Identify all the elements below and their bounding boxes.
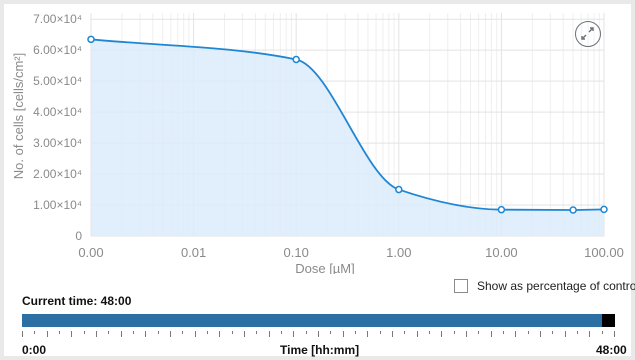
time-slider[interactable] xyxy=(22,314,615,327)
time-tick xyxy=(293,331,295,337)
current-time-label: Current time: 48:00 xyxy=(22,294,132,308)
time-tick xyxy=(515,331,517,337)
time-tick xyxy=(552,331,554,334)
x-tick-label: 10.00 xyxy=(485,245,518,260)
time-end-label: 48:00 xyxy=(596,343,627,357)
time-tick xyxy=(503,331,504,334)
time-axis-label: Time [hh:mm] xyxy=(280,343,360,357)
time-tick xyxy=(83,331,85,334)
time-tick xyxy=(540,331,541,337)
percentage-checkbox[interactable] xyxy=(454,279,468,293)
time-tick xyxy=(342,331,344,337)
time-tick xyxy=(527,331,529,334)
time-tick xyxy=(416,331,418,337)
time-tick xyxy=(564,331,566,337)
time-tick xyxy=(577,331,578,334)
time-tick xyxy=(96,331,97,337)
time-tick xyxy=(157,331,159,334)
time-tick xyxy=(244,331,245,337)
time-tick xyxy=(601,331,603,334)
time-tick xyxy=(71,331,73,337)
y-tick-label: 7.00×10⁴ xyxy=(33,12,82,26)
percentage-label: Show as percentage of control xyxy=(477,279,635,293)
time-tick xyxy=(219,331,221,337)
time-tick xyxy=(318,331,319,337)
time-tick xyxy=(22,331,23,337)
time-tick xyxy=(231,331,233,334)
time-tick xyxy=(441,331,443,337)
time-tick xyxy=(392,331,393,337)
percentage-toggle[interactable]: Show as percentage of control xyxy=(454,277,635,295)
time-tick xyxy=(404,331,406,334)
y-tick-label: 2.00×10⁴ xyxy=(33,167,82,181)
time-tick xyxy=(133,331,134,334)
time-tick xyxy=(34,331,36,334)
time-tick xyxy=(108,331,110,334)
time-tick xyxy=(478,331,480,334)
data-point[interactable] xyxy=(569,206,577,214)
time-tick xyxy=(145,331,147,337)
time-tick xyxy=(614,331,615,337)
time-tick xyxy=(379,331,381,334)
time-tick xyxy=(355,331,356,334)
dose-response-chart: 0.00 0.01 0.10 1.00 10.00 100.00 0 1.00×10⁴ 2.0… xyxy=(11,12,624,274)
time-start-label: 0:00 xyxy=(22,343,47,357)
x-tick-label: 1.00 xyxy=(386,245,411,260)
y-tick-labels: 0 1.00×10⁴ 2.00×10⁴ 3.00×10⁴ 4.00×10⁴ 5.00×10… xyxy=(33,12,82,243)
time-tick xyxy=(268,331,270,337)
x-tick-label: 0.10 xyxy=(284,245,309,260)
time-tick xyxy=(120,331,122,337)
time-tick xyxy=(194,331,196,337)
time-tick xyxy=(453,331,455,334)
time-tick xyxy=(170,331,171,337)
chart-panel: 0.00 0.01 0.10 1.00 10.00 100.00 0 1.00×10⁴ 2.0… xyxy=(4,4,635,357)
y-tick-label: 6.00×10⁴ xyxy=(33,43,82,57)
time-slider-handle[interactable] xyxy=(602,314,615,327)
y-tick-label: 1.00×10⁴ xyxy=(33,198,82,212)
y-tick-label: 3.00×10⁴ xyxy=(33,136,82,150)
x-tick-label: 0.00 xyxy=(78,245,103,260)
time-tick xyxy=(207,331,208,334)
data-point[interactable] xyxy=(497,205,506,214)
data-point[interactable] xyxy=(395,185,403,194)
time-tick xyxy=(305,331,307,334)
time-tick xyxy=(429,331,430,334)
series-area xyxy=(91,39,604,237)
time-tick xyxy=(466,331,467,337)
y-tick-label: 4.00×10⁴ xyxy=(33,105,82,119)
time-ticks xyxy=(22,331,615,338)
time-tick xyxy=(59,331,60,334)
expand-chart-button[interactable] xyxy=(575,21,601,47)
x-tick-label: 0.01 xyxy=(181,245,206,260)
x-tick-labels: 0.00 0.01 0.10 1.00 10.00 100.00 xyxy=(78,245,624,260)
y-tick-label: 0 xyxy=(75,229,82,243)
time-tick xyxy=(367,331,369,337)
expand-icon xyxy=(581,27,594,40)
y-tick-label: 5.00×10⁴ xyxy=(33,74,82,88)
time-tick xyxy=(46,331,48,337)
time-tick xyxy=(589,331,591,337)
y-axis-label: No. of cells [cells/cm²] xyxy=(11,53,26,179)
time-tick xyxy=(256,331,258,334)
data-point[interactable] xyxy=(600,205,608,214)
x-axis-label: Dose [µM] xyxy=(295,261,355,274)
data-point[interactable] xyxy=(292,55,300,64)
time-tick xyxy=(182,331,184,334)
series-points xyxy=(87,35,608,214)
time-tick xyxy=(490,331,492,337)
x-tick-label: 100.00 xyxy=(584,245,624,260)
time-tick xyxy=(281,331,282,334)
time-tick xyxy=(330,331,332,334)
data-point[interactable] xyxy=(87,35,95,44)
